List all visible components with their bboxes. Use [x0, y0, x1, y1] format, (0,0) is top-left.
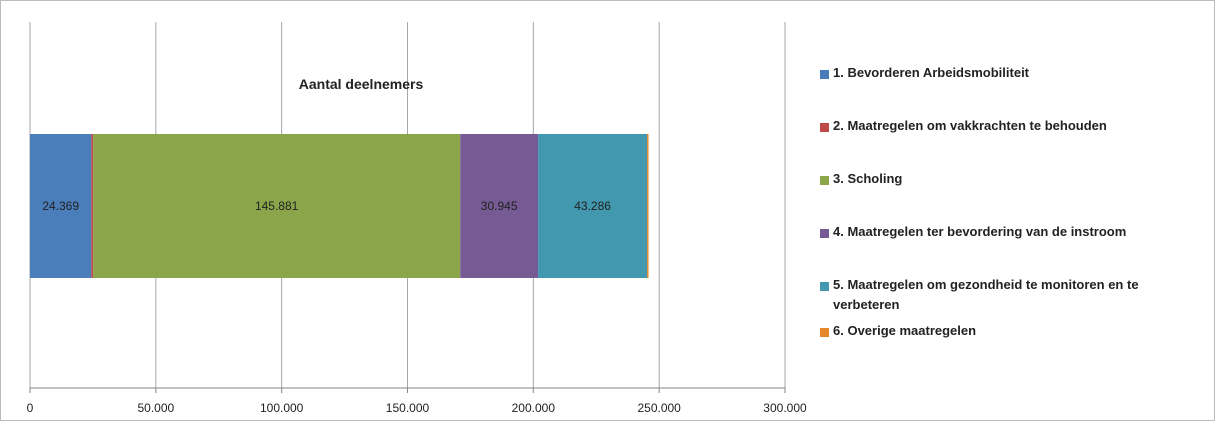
bar-segment-4 [460, 134, 539, 278]
legend-item-1: 1. Bevorderen Arbeidsmobiliteit [820, 65, 1200, 83]
bar-segment-6 [647, 134, 649, 278]
legend-item-2: 2. Maatregelen om vakkrachten te behoude… [820, 118, 1200, 136]
bar-segment-2 [91, 134, 94, 278]
bar-segment-1 [30, 134, 92, 278]
legend-swatch-2 [820, 123, 829, 132]
data-label-3: 145.881 [255, 199, 299, 213]
legend-swatch-6 [820, 328, 829, 337]
data-label-5: 43.286 [574, 199, 611, 213]
legend-label-5: 5. Maatregelen om gezondheid te monitore… [833, 277, 1139, 312]
legend-label-2: 2. Maatregelen om vakkrachten te behoude… [833, 118, 1107, 133]
data-labels: 24.369 145.881 30.945 43.286 [42, 199, 611, 213]
x-tick-label-4: 200.000 [512, 401, 556, 415]
bar-segment-5 [538, 134, 648, 278]
legend-swatch-5 [820, 282, 829, 291]
x-axis-ticks: 0 50.000 100.000 150.000 200.000 250.000 300.0… [27, 388, 807, 415]
legend-label-6: 6. Overige maatregelen [833, 323, 977, 338]
legend-item-3: 3. Scholing [820, 171, 1200, 189]
x-tick-label-6: 300.000 [763, 401, 807, 415]
legend-label-4: 4. Maatregelen ter bevordering van de in… [833, 224, 1127, 239]
legend-item-6: 6. Overige maatregelen [820, 323, 1200, 341]
legend-swatch-4 [820, 229, 829, 238]
legend-label-3: 3. Scholing [833, 171, 903, 186]
data-label-1: 24.369 [42, 199, 79, 213]
bar-segments [30, 134, 649, 278]
legend-swatch-1 [820, 70, 829, 79]
x-tick-label-3: 150.000 [386, 401, 430, 415]
x-tick-label-5: 250.000 [637, 401, 681, 415]
legend-item-4: 4. Maatregelen ter bevordering van de in… [820, 224, 1200, 242]
x-tick-label-2: 100.000 [260, 401, 304, 415]
x-tick-label-1: 50.000 [137, 401, 174, 415]
legend-label-1: 1. Bevorderen Arbeidsmobiliteit [833, 65, 1030, 80]
x-tick-label-0: 0 [27, 401, 34, 415]
chart-title: Aantal deelnemers [299, 76, 424, 92]
legend-swatch-3 [820, 176, 829, 185]
data-label-4: 30.945 [481, 199, 518, 213]
legend-item-5: 5. Maatregelen om gezondheid te monitore… [820, 277, 1200, 315]
bar-segment-3 [93, 134, 461, 278]
